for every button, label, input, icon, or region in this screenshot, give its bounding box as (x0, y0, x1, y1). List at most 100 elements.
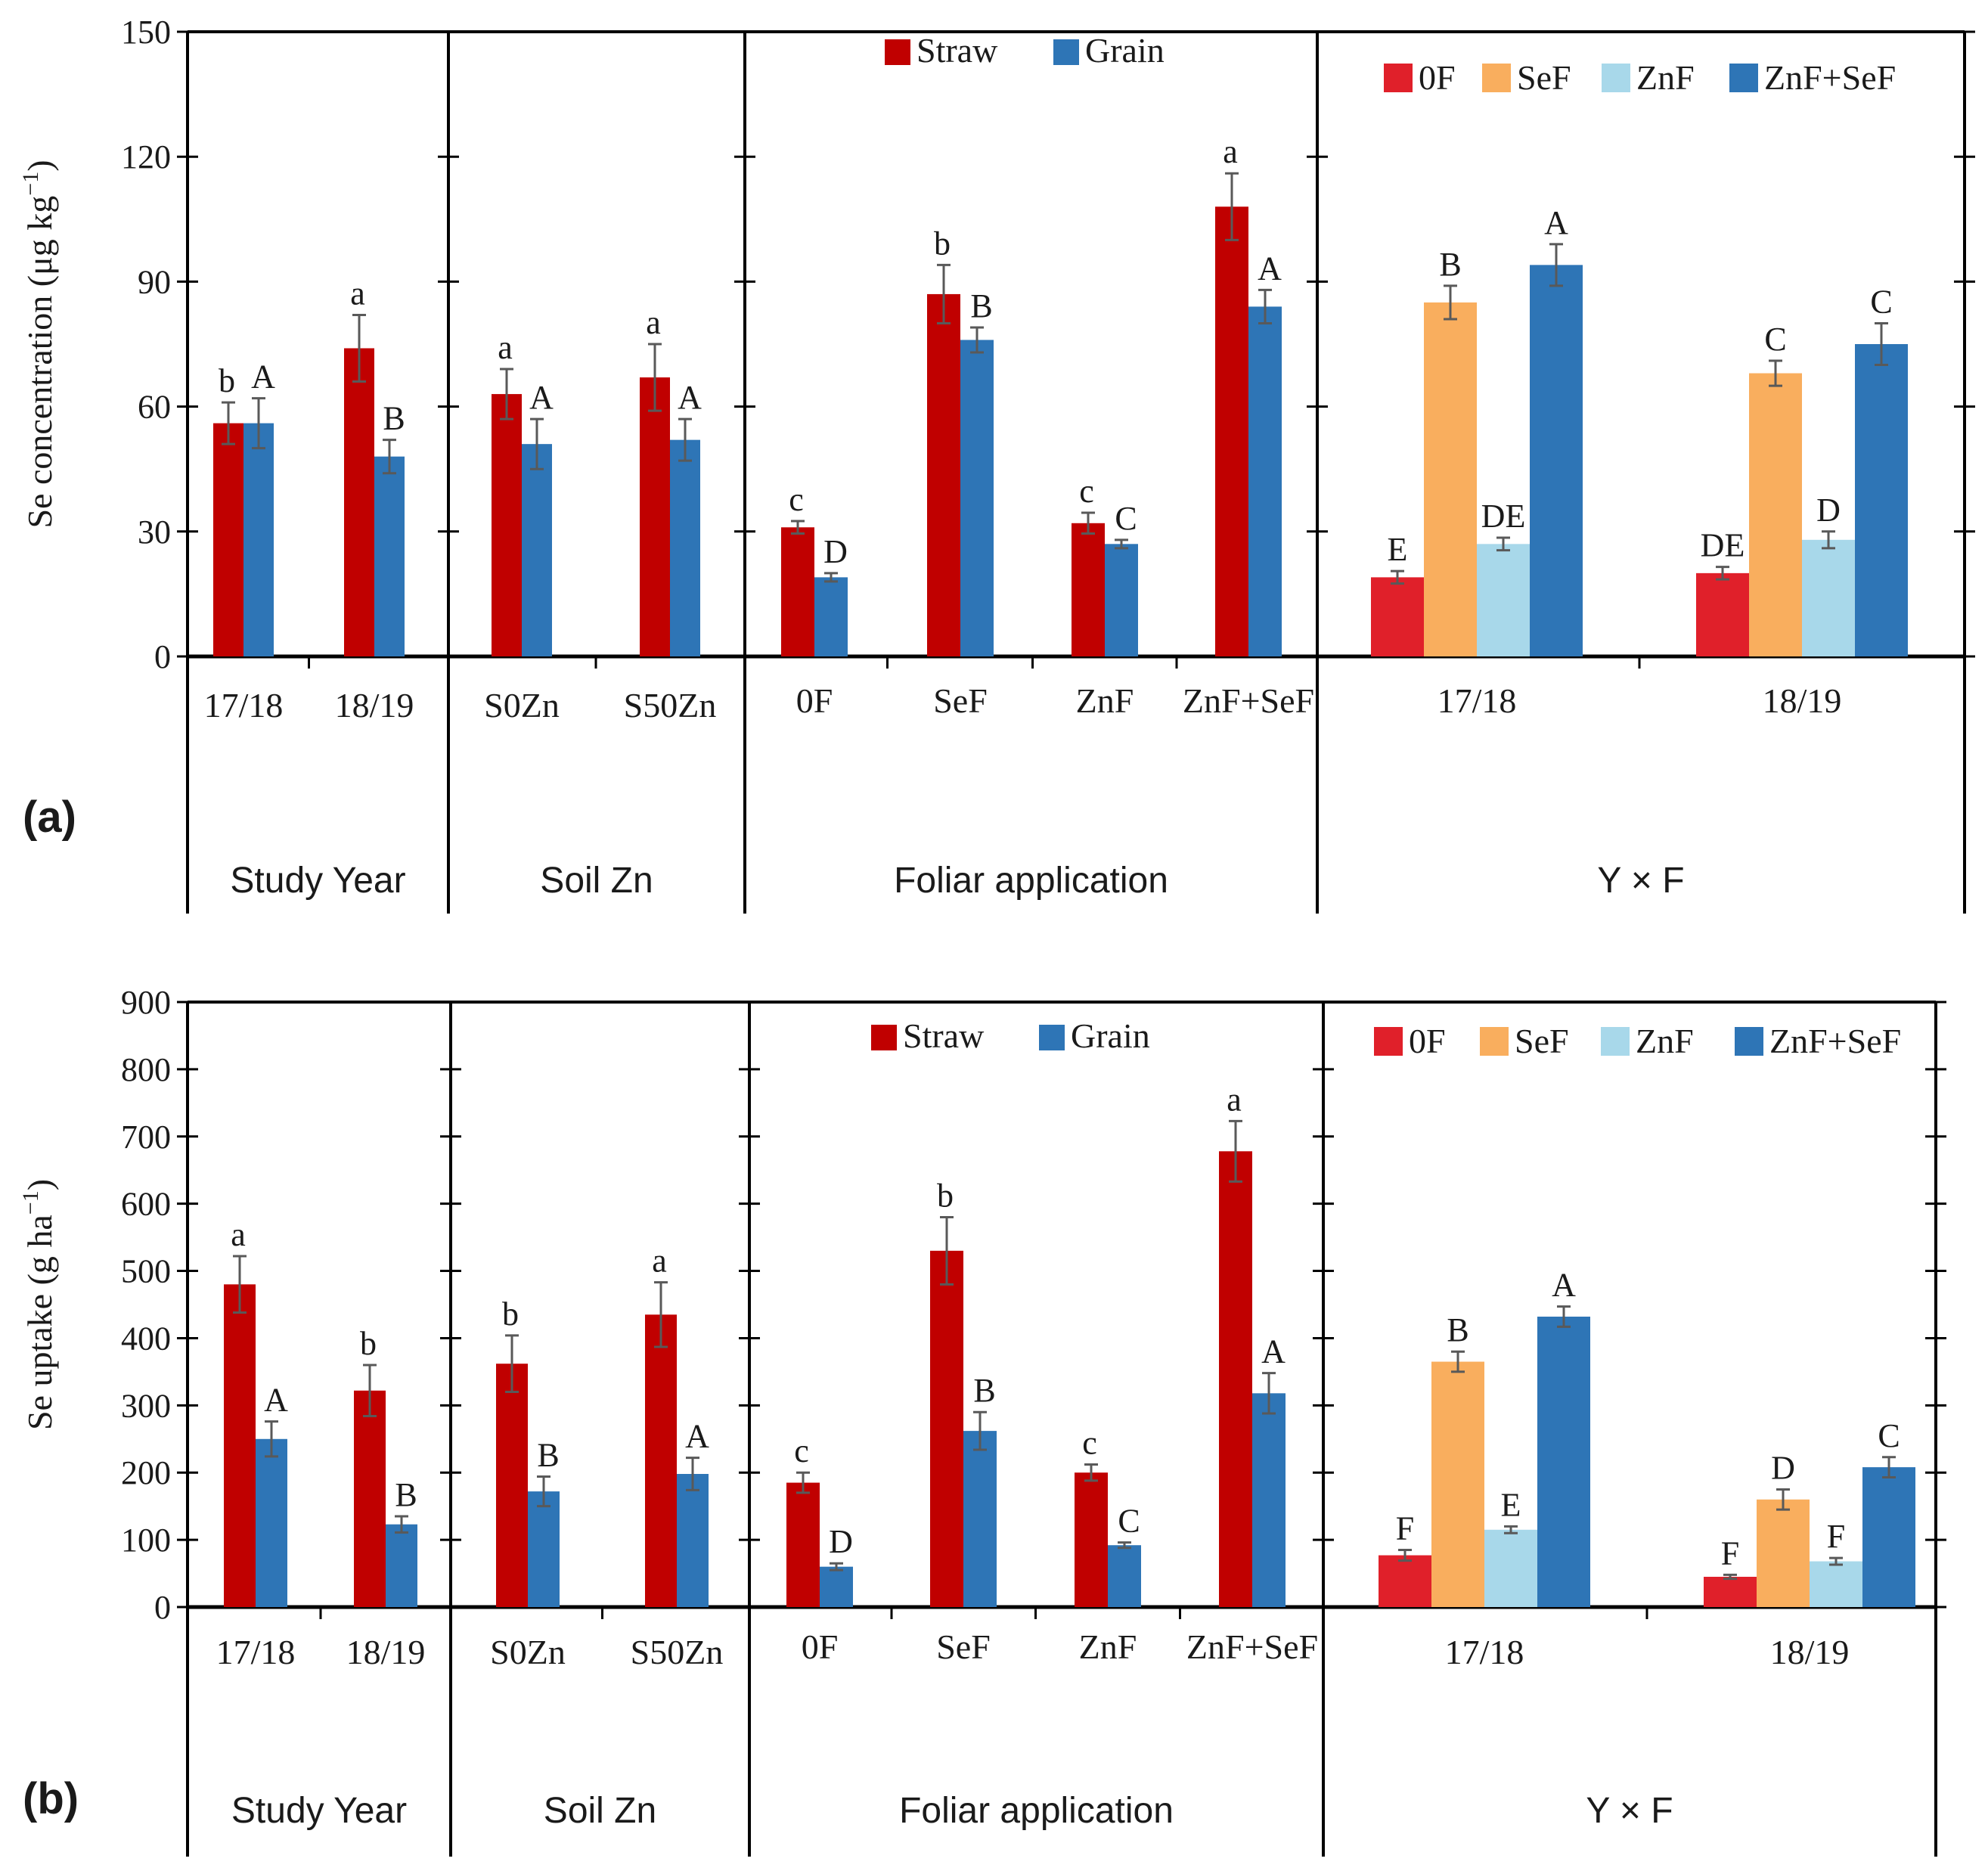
bar-grain (522, 444, 552, 656)
y-tick-label: 700 (121, 1119, 171, 1156)
bar-znf-sef (1855, 344, 1908, 656)
significance-letter: A (678, 379, 702, 416)
bar-grain (670, 439, 700, 656)
category-label: ZnF (1079, 1627, 1137, 1666)
legend-swatch (1039, 1025, 1065, 1050)
section-2: Foliar application 0F c D SeF b B ZnF c C ZnF+SeF a… (786, 1016, 1318, 1831)
significance-letter: DE (1481, 498, 1526, 535)
significance-letter: b (937, 1177, 954, 1214)
significance-letter: E (1501, 1486, 1521, 1523)
bar-sef (1424, 302, 1477, 656)
section-title: Y × F (1597, 861, 1684, 901)
legend: Straw Grain (885, 31, 1165, 70)
legend: 0F SeF ZnF ZnF+SeF (1384, 58, 1896, 97)
bar-straw (927, 293, 960, 656)
legend-swatch (871, 1025, 897, 1050)
legend: 0F SeF ZnF ZnF+SeF (1374, 1022, 1901, 1060)
legend-swatch (1053, 39, 1079, 65)
section-title: Foliar application (899, 1791, 1174, 1831)
y-axis-title-sup: −1 (18, 1190, 43, 1215)
significance-letter: a (1227, 1081, 1242, 1118)
legend-swatch (1735, 1027, 1763, 1056)
y-tick-label: 100 (121, 1522, 171, 1559)
bar-grain (677, 1474, 709, 1607)
y-tick-label: 60 (138, 389, 171, 426)
bar-znf-sef (1862, 1467, 1915, 1607)
y-tick-label: 0 (154, 1589, 171, 1626)
bar-znf (1484, 1529, 1537, 1607)
legend-swatch (1482, 64, 1511, 92)
significance-letter: c (1082, 1425, 1097, 1462)
legend-label: ZnF (1636, 1022, 1694, 1060)
bar-znf (1477, 544, 1530, 656)
category-label: S50Zn (624, 686, 717, 724)
y-axis-title-sup: −1 (18, 172, 43, 196)
y-axis-title-text: Se uptake (g ha (20, 1215, 59, 1430)
significance-letter: b (502, 1295, 519, 1333)
significance-letter: b (934, 225, 951, 262)
legend-swatch (1384, 64, 1413, 92)
bar-straw (213, 423, 243, 656)
y-tick-label: 500 (121, 1253, 171, 1290)
significance-letter: D (1771, 1449, 1795, 1486)
bar-znf (1810, 1561, 1862, 1607)
category-label: S0Zn (484, 686, 560, 724)
bar-grain (256, 1438, 287, 1607)
significance-letter: D (823, 533, 848, 570)
significance-letter: DE (1701, 527, 1745, 564)
significance-letter: a (1223, 133, 1238, 170)
bar-0f (1371, 577, 1424, 656)
bar-grain (528, 1491, 560, 1607)
category-label: 18/19 (1763, 681, 1842, 720)
significance-letter: c (789, 481, 804, 518)
significance-letter: a (646, 304, 661, 341)
bar-znf-sef (1530, 265, 1583, 657)
bar-straw (1075, 1472, 1108, 1607)
legend-swatch (1602, 64, 1630, 92)
category-label: 18/19 (335, 686, 414, 724)
legend-label: ZnF (1636, 58, 1695, 97)
significance-letter: A (1552, 1267, 1576, 1304)
significance-letter: B (1439, 246, 1461, 283)
significance-letter: D (829, 1523, 853, 1560)
bar-grain (1248, 306, 1282, 656)
significance-letter: A (1544, 204, 1568, 241)
panel-label: (b) (23, 1774, 79, 1823)
y-tick-label: 120 (121, 138, 171, 175)
significance-letter: a (498, 329, 513, 366)
bar-straw (344, 348, 374, 656)
significance-letter: a (231, 1216, 246, 1253)
panel-a: 0 30 60 90 120 150 Se concentration (μg kg−1) (… (18, 14, 1975, 914)
significance-letter: c (1079, 473, 1094, 510)
legend-label: SeF (1515, 1022, 1569, 1060)
section-3: Y × F 17/18 E B DE A 18/19 DE C D C 0F SeF ZnF ZnF+SeF (1371, 58, 1908, 901)
section-title: Study Year (231, 1791, 407, 1831)
y-tick-label: 800 (121, 1051, 171, 1088)
section-title: Soil Zn (540, 861, 653, 901)
legend-label: 0F (1409, 1022, 1446, 1060)
category-label: 18/19 (346, 1633, 426, 1671)
significance-letter: A (251, 358, 275, 396)
significance-letter: F (1396, 1509, 1414, 1547)
significance-letter: a (350, 275, 365, 312)
legend-label: 0F (1419, 58, 1456, 97)
significance-letter: C (1870, 283, 1892, 320)
category-label: 17/18 (216, 1633, 296, 1671)
significance-letter: b (360, 1325, 377, 1362)
category-label: SeF (936, 1627, 991, 1666)
y-axis-title-text: Se concentration (μg kg (20, 196, 59, 529)
y-tick-label: 600 (121, 1186, 171, 1223)
bar-straw (1215, 206, 1248, 656)
significance-letter: c (794, 1432, 809, 1469)
y-tick-label: 400 (121, 1320, 171, 1357)
bar-grain (963, 1431, 997, 1607)
category-label: ZnF (1076, 681, 1134, 720)
category-label: 18/19 (1770, 1633, 1850, 1671)
bar-0f (1696, 572, 1749, 656)
significance-letter: B (1447, 1311, 1469, 1348)
significance-letter: F (1721, 1534, 1739, 1571)
bar-straw (640, 377, 670, 656)
legend-label: Grain (1071, 1016, 1150, 1055)
bar-straw (1072, 523, 1105, 656)
bar-straw (354, 1390, 386, 1607)
